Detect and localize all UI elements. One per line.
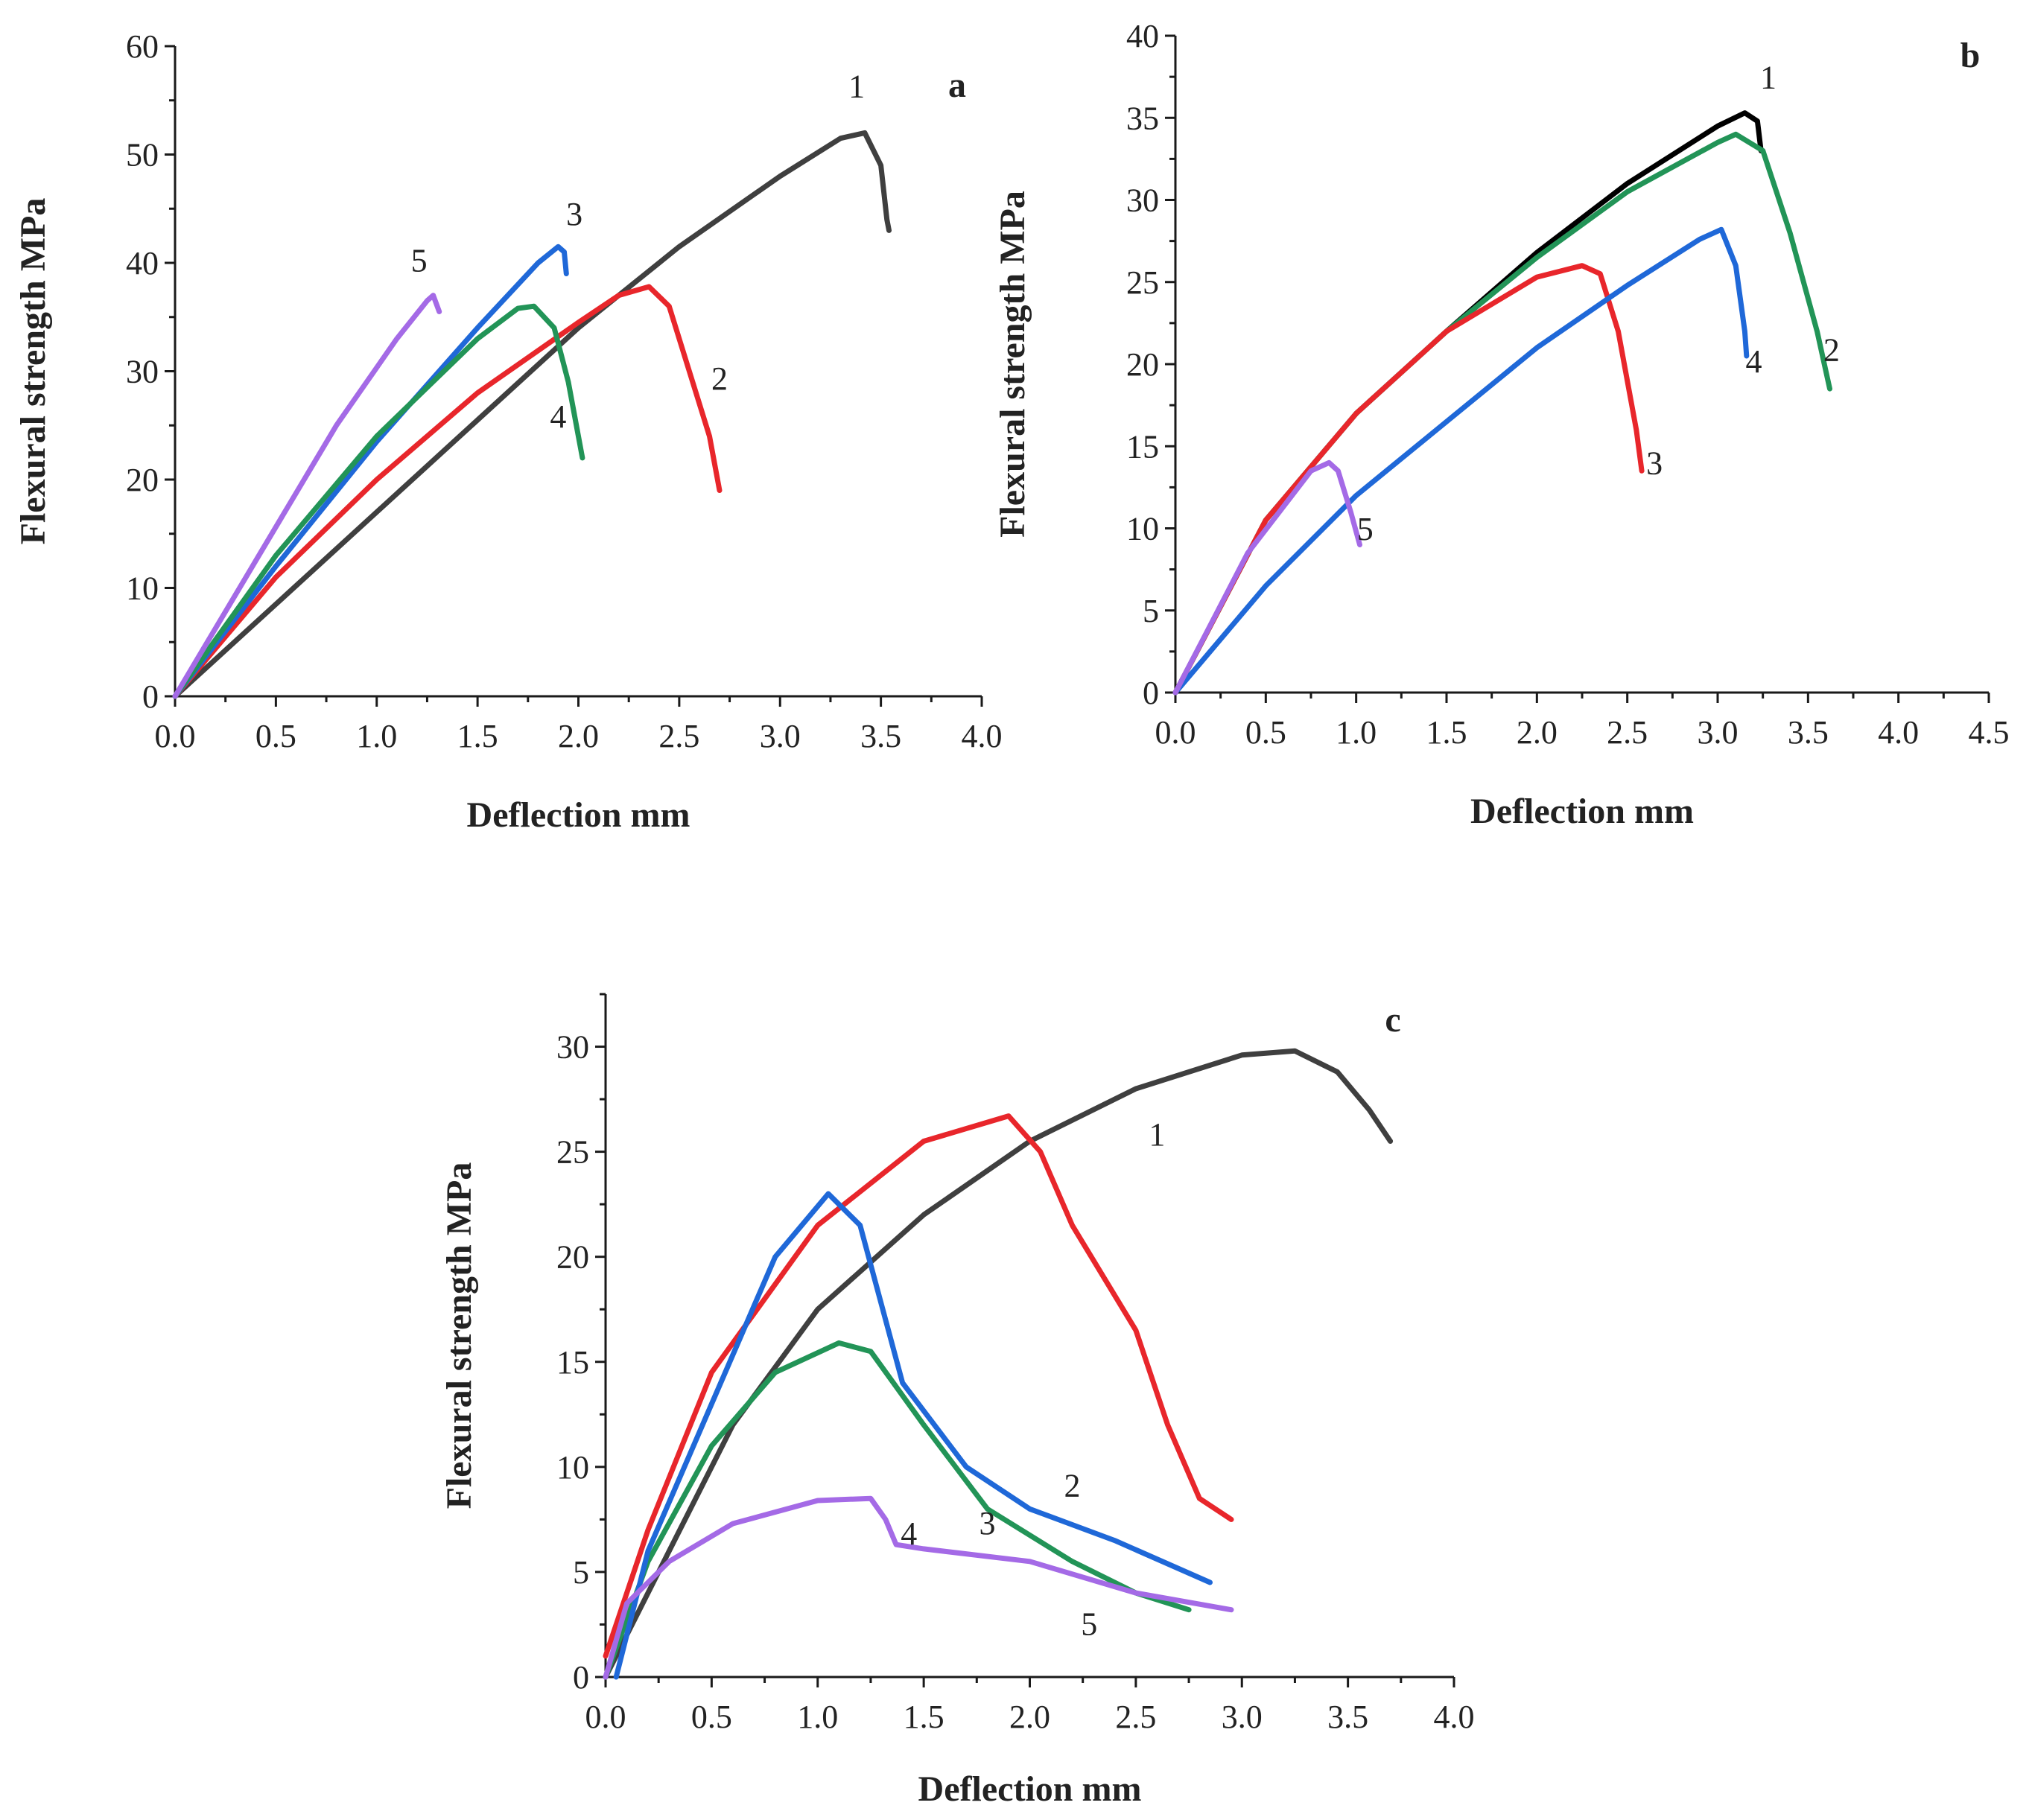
series-1-line [172, 130, 892, 699]
y-axis-label: Flexural strength MPa [993, 191, 1032, 538]
series-2-label: 2 [1823, 332, 1840, 369]
y-tick-label: 40 [126, 245, 159, 281]
y-tick-label: 15 [1126, 428, 1159, 465]
series-5-label: 5 [1081, 1606, 1097, 1643]
series-3-line [603, 1340, 1192, 1680]
y-axis-label: Flexural strength MPa [439, 1162, 479, 1509]
y-tick-label: 25 [556, 1134, 589, 1171]
series-5-line [603, 1495, 1234, 1680]
x-axis-label: Deflection mm [918, 1769, 1142, 1809]
panel-label: b [1960, 36, 1981, 75]
y-tick-label: 40 [1126, 18, 1159, 54]
x-tick-label: 3.5 [860, 718, 901, 754]
y-tick-label: 0 [573, 1659, 589, 1696]
y-tick-label: 50 [126, 137, 159, 174]
x-tick-label: 4.5 [1969, 714, 2010, 751]
series-4-line [172, 303, 585, 699]
y-tick-label: 15 [556, 1344, 589, 1381]
y-tick-label: 5 [573, 1554, 589, 1591]
x-tick-label: 2.0 [558, 718, 599, 754]
x-tick-label: 3.0 [760, 718, 801, 754]
series-3-line [1172, 263, 1645, 696]
x-tick-label: 3.5 [1327, 1699, 1368, 1735]
series-2-line [172, 284, 723, 699]
series-4-label: 4 [901, 1515, 917, 1552]
series-2-line [603, 1113, 1234, 1659]
series-4-label: 4 [1746, 343, 1762, 380]
series-1-line [603, 1048, 1394, 1680]
x-tick-label: 0.0 [585, 1699, 626, 1735]
x-tick-label: 2.0 [1009, 1699, 1050, 1735]
series-5-line [172, 293, 442, 699]
x-tick-label: 2.5 [658, 718, 699, 754]
y-tick-label: 5 [1143, 593, 1159, 629]
y-tick-label: 25 [1126, 264, 1159, 301]
y-tick-label: 30 [556, 1029, 589, 1066]
chart-panel-c: 0.0 0.5 1.0 1.5 2.0 2.5 3.0 3.5 4.0051015202530D… [439, 993, 1475, 1809]
series-1-label: 1 [848, 68, 865, 104]
y-tick-label: 10 [126, 570, 159, 607]
chart-panel-a: 0.0 0.5 1.0 1.5 2.0 2.5 3.0 3.5 4.0 0 10 20 30 40 50 60… [13, 28, 1003, 835]
x-tick-label: 0.5 [691, 1699, 732, 1735]
x-tick-label: 0.0 [155, 718, 196, 754]
series-5-label: 5 [1357, 511, 1374, 547]
x-tick-label: 1.5 [1426, 714, 1467, 751]
chart-panel-b: 0.0 0.5 1.0 1.5 2.0 2.5 3.0 3.5 4.0 4.50510152025… [993, 18, 2010, 831]
series-4-line [1172, 226, 1750, 696]
y-tick-label: 30 [1126, 182, 1159, 219]
x-tick-label: 0.0 [1155, 714, 1196, 751]
x-axis-label: Deflection mm [467, 795, 690, 835]
y-tick-label: 10 [556, 1449, 589, 1486]
x-tick-label: 4.0 [962, 718, 1003, 754]
x-tick-label: 2.5 [1115, 1699, 1156, 1735]
x-tick-label: 1.0 [356, 718, 397, 754]
x-tick-label: 0.5 [255, 718, 296, 754]
y-axis-label: Flexural strength MPa [13, 198, 53, 545]
y-tick-label: 60 [126, 28, 159, 65]
series-3-label: 3 [980, 1505, 996, 1541]
series-3-line [172, 244, 569, 699]
series-2-line [1172, 131, 1832, 696]
x-tick-label: 3.0 [1222, 1699, 1263, 1735]
series-3-label: 3 [566, 196, 582, 232]
y-tick-label: 20 [556, 1239, 589, 1276]
y-tick-label: 0 [1143, 675, 1159, 711]
x-tick-label: 1.5 [457, 718, 498, 754]
series-1-label: 1 [1760, 60, 1777, 96]
x-tick-label: 1.0 [1336, 714, 1377, 751]
y-tick-label: 20 [1126, 346, 1159, 383]
x-tick-label: 4.0 [1434, 1699, 1475, 1735]
x-tick-label: 2.0 [1517, 714, 1558, 751]
series-2-label: 2 [1064, 1467, 1080, 1504]
x-tick-label: 4.0 [1878, 714, 1919, 751]
y-tick-label: 20 [126, 462, 159, 498]
x-tick-label: 1.5 [904, 1699, 944, 1735]
x-tick-label: 1.0 [797, 1699, 838, 1735]
y-tick-label: 30 [126, 354, 159, 390]
x-axis-label: Deflection mm [1470, 792, 1694, 831]
series-4-label: 4 [550, 398, 566, 435]
y-tick-label: 0 [142, 678, 159, 715]
series-3-label: 3 [1646, 445, 1663, 482]
series-1-label: 1 [1149, 1116, 1165, 1153]
x-tick-label: 3.5 [1788, 714, 1829, 751]
x-tick-label: 3.0 [1698, 714, 1739, 751]
series-5-line [1172, 459, 1362, 696]
y-tick-label: 10 [1126, 511, 1159, 547]
series-4-line [613, 1191, 1213, 1680]
series-2-label: 2 [711, 360, 728, 397]
panel-label: c [1385, 1000, 1400, 1040]
series-5-label: 5 [411, 243, 428, 279]
panel-label: a [948, 66, 966, 105]
y-tick-label: 35 [1126, 100, 1159, 136]
x-tick-label: 2.5 [1607, 714, 1648, 751]
x-tick-label: 0.5 [1245, 714, 1286, 751]
